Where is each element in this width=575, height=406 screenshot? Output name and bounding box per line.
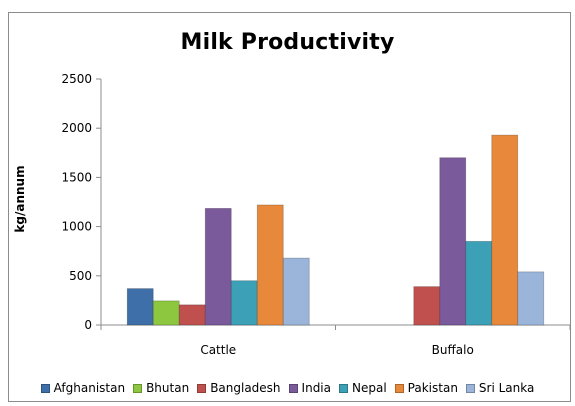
y-tick-label: 1000 (61, 220, 92, 234)
legend-item: Bangladesh (197, 381, 281, 395)
legend-item: Sri Lanka (465, 381, 535, 395)
legend-item: Bhutan (133, 381, 189, 395)
legend-swatch (339, 384, 348, 393)
x-category-label: Buffalo (432, 343, 474, 357)
legend-item: Afghanistan (40, 381, 126, 395)
legend-item: Nepal (339, 381, 387, 395)
legend-swatch (394, 384, 404, 393)
legend-swatch (288, 384, 298, 393)
y-tick-label: 2000 (61, 121, 92, 135)
y-tick-label: 2500 (61, 72, 92, 86)
y-tick-label: 0 (84, 318, 92, 332)
bar-buffalo-bangladesh (413, 286, 441, 326)
bar-cattle-nepal (230, 280, 258, 326)
y-tick-label: 500 (69, 269, 92, 283)
y-tick-label: 1500 (61, 170, 92, 184)
legend-label: India (301, 381, 331, 395)
legend-label: Bhutan (146, 381, 190, 395)
legend-label: Nepal (352, 381, 387, 395)
chart-frame (8, 12, 571, 402)
legend-label: Bangladesh (210, 381, 281, 395)
legend-swatch (40, 384, 50, 393)
bar-cattle-sri-lanka (282, 257, 310, 326)
legend-label: Afghanistan (53, 381, 126, 395)
bar-buffalo-nepal (465, 240, 493, 326)
chart-legend: Afghanistan Bhutan Bangladesh India Nepal Pak… (0, 381, 575, 395)
bar-buffalo-sri-lanka (517, 271, 545, 326)
bar-buffalo-pakistan (491, 134, 519, 326)
x-category-label: Cattle (200, 343, 236, 357)
legend-swatch (465, 384, 475, 393)
legend-label: Pakistan (407, 381, 458, 395)
bar-cattle-pakistan (256, 204, 284, 326)
legend-item: Pakistan (394, 381, 458, 395)
bar-cattle-afghanistan (126, 288, 154, 326)
legend-swatch (197, 384, 207, 393)
bar-cattle-india (204, 207, 232, 326)
legend-item: India (288, 381, 331, 395)
chart-title: Milk Productivity (180, 30, 395, 55)
bar-cattle-bangladesh (178, 304, 206, 326)
bar-buffalo-india (439, 157, 467, 326)
bar-cattle-bhutan (152, 300, 180, 326)
legend-swatch (133, 384, 143, 393)
legend-label: Sri Lanka (478, 381, 535, 395)
